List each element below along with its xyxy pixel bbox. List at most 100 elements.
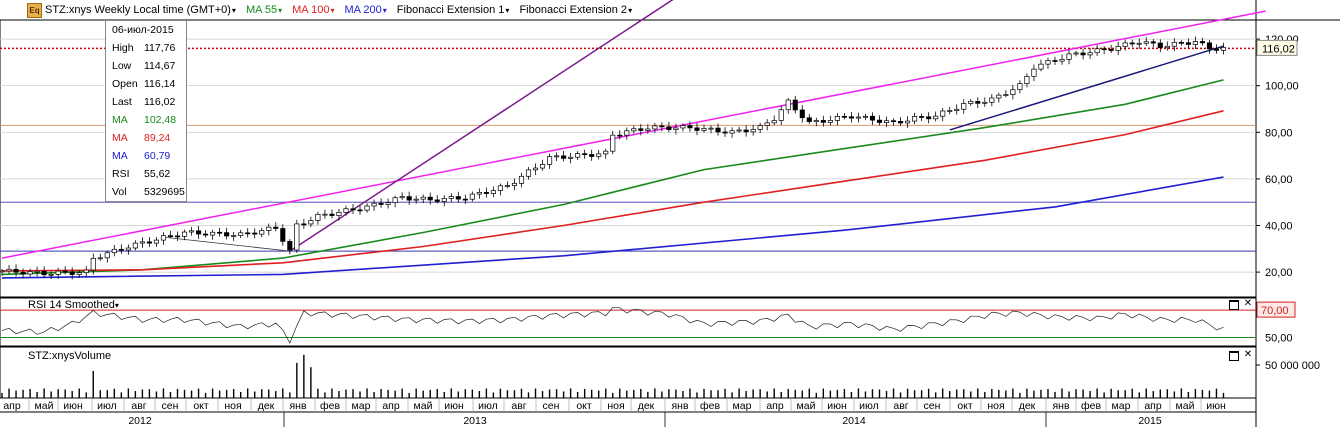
info-row: MA 60,79: [106, 147, 186, 165]
info-label: MA: [112, 150, 128, 162]
month-label: фев: [700, 400, 720, 412]
candlestick: [210, 229, 216, 240]
candle-body: [890, 120, 897, 123]
candle-body: [76, 272, 82, 275]
candlestick: [743, 125, 749, 137]
fib-extension-1-button[interactable]: Fibonacci Extension 1▾: [396, 4, 510, 16]
candlestick: [69, 267, 75, 280]
candlestick: [771, 115, 777, 126]
candle-body: [6, 268, 12, 272]
chevron-down-icon: ▾: [628, 6, 633, 15]
candle-body: [1206, 42, 1212, 50]
trend-line: [949, 45, 1224, 131]
candle-body: [827, 120, 833, 123]
candle-body: [336, 212, 342, 216]
ma100-legend-button[interactable]: MA 100▾: [292, 4, 335, 16]
candle-body: [1150, 41, 1156, 44]
month-label: май: [414, 400, 433, 412]
candle-body: [652, 125, 658, 130]
candle-body: [961, 103, 967, 110]
candlestick: [511, 178, 518, 191]
rsi-pane-title[interactable]: RSI 14 Smoothed▾: [28, 299, 119, 311]
candlestick: [83, 266, 89, 277]
candle-body: [1178, 41, 1184, 44]
info-value: 5329695: [144, 186, 185, 198]
candle-body: [764, 122, 770, 126]
volume-maximize-icon[interactable]: [1229, 351, 1239, 361]
candlestick: [715, 123, 721, 136]
candlestick: [947, 107, 953, 115]
info-row: MA 89,24: [106, 129, 186, 147]
candle-body: [631, 128, 637, 132]
info-row: Last 116,02: [106, 93, 186, 111]
ohlc-info-box: 06-июл-2015 High 117,76 Low 114,67 Open 116,1…: [105, 20, 187, 202]
candle-body: [62, 270, 68, 273]
month-label: апр: [1144, 400, 1162, 412]
candlestick: [989, 94, 995, 107]
candlestick: [624, 127, 630, 140]
candle-body: [876, 119, 883, 123]
month-label: июл: [478, 400, 498, 412]
equity-badge-icon[interactable]: Eq: [27, 2, 42, 18]
rsi-70-label: 70,00: [1261, 305, 1289, 317]
candle-body: [869, 115, 876, 121]
candle-body: [371, 202, 377, 207]
candlestick: [0, 268, 5, 276]
candlestick: [659, 122, 665, 132]
candle-body: [455, 196, 461, 200]
rsi-maximize-icon[interactable]: [1229, 300, 1239, 310]
info-value: 116,14: [144, 78, 176, 90]
candle-body: [940, 110, 946, 117]
candlestick: [118, 244, 124, 254]
candle-body: [132, 242, 138, 249]
last-price-label: 116,02: [1262, 43, 1295, 55]
candle-body: [504, 185, 510, 187]
ma200-legend-button[interactable]: MA 200▾: [344, 4, 387, 16]
candle-body: [1073, 52, 1079, 55]
candle-body: [41, 270, 47, 276]
candlestick: [940, 107, 946, 122]
info-label: MA: [112, 114, 128, 126]
month-label: апр: [3, 400, 21, 412]
candle-body: [568, 156, 574, 159]
candle-body: [1157, 42, 1163, 49]
info-label: MA: [112, 132, 128, 144]
month-label: фев: [1081, 400, 1101, 412]
candle-body: [224, 232, 230, 237]
candle-body: [111, 248, 117, 254]
info-value: 102,48: [144, 114, 177, 126]
candle-body: [97, 257, 103, 260]
candle-body: [118, 248, 124, 251]
year-label: 2014: [842, 415, 866, 427]
month-label: июл: [859, 400, 879, 412]
candle-body: [315, 213, 321, 221]
ma55-legend-button[interactable]: MA 55▾: [245, 4, 283, 16]
symbol-title-button[interactable]: STZ:xnys Weekly Local time (GMT+0)▾: [45, 4, 236, 16]
volume-close-icon[interactable]: ✕: [1243, 349, 1253, 360]
candlestick: [525, 166, 532, 180]
month-label: май: [35, 400, 54, 412]
candle-body: [694, 127, 700, 131]
candlestick: [469, 191, 475, 202]
rsi-close-icon[interactable]: ✕: [1243, 298, 1253, 309]
candlestick: [224, 227, 230, 240]
candlestick: [76, 270, 82, 278]
candlestick: [160, 232, 167, 245]
candlestick: [287, 239, 293, 255]
candlestick: [273, 222, 279, 232]
candlestick: [869, 112, 876, 126]
fib-extension-2-button[interactable]: Fibonacci Extension 2▾: [519, 4, 633, 16]
candle-body: [308, 220, 314, 225]
candle-body: [139, 241, 145, 244]
candle-body: [919, 116, 925, 118]
candle-body: [848, 116, 854, 119]
candle-body: [624, 130, 630, 136]
candlestick: [125, 244, 131, 255]
candle-body: [210, 231, 216, 236]
candle-body: [1003, 94, 1009, 96]
candle-body: [610, 134, 616, 152]
candlestick: [6, 265, 12, 274]
candlestick: [933, 111, 939, 122]
candle-body: [83, 269, 89, 273]
